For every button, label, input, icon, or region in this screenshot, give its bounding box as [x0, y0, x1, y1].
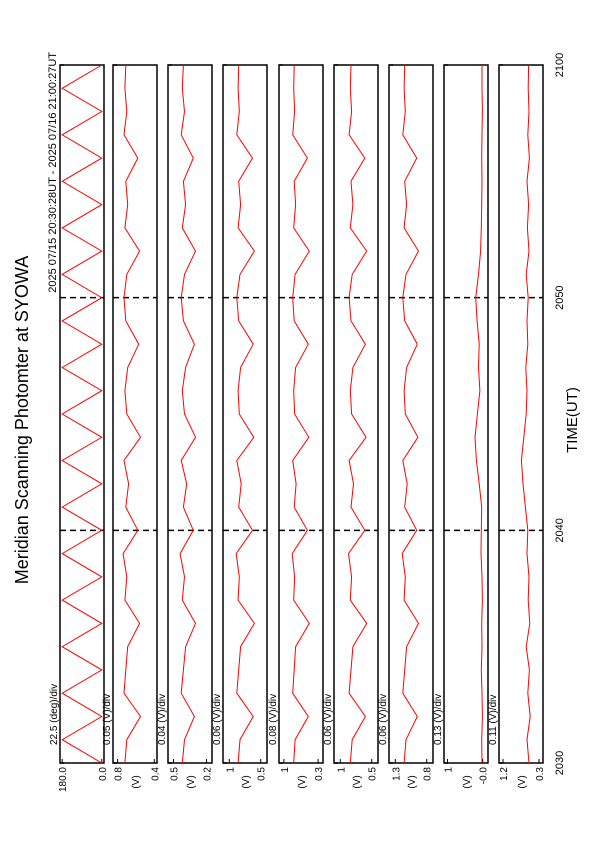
- panel-frame: [222, 64, 268, 764]
- y-tick-label: 1.3: [391, 767, 402, 781]
- scale-label: 0.13 (V)/div: [433, 694, 444, 745]
- panel-frame: [112, 64, 158, 764]
- chart-title: Meridian Scanning Photomter at SYOWA: [12, 256, 32, 584]
- y-axis-label: (V): [131, 775, 142, 788]
- scale-label: 0.08 (V)/div: [268, 694, 279, 745]
- y-tick-label: 0.5: [170, 767, 181, 781]
- data-line: [520, 64, 531, 764]
- y-axis-label: (V): [186, 775, 197, 788]
- data-line: [61, 64, 103, 764]
- y-axis-label: (V): [352, 775, 363, 788]
- y-tick-label: 1: [444, 767, 455, 773]
- x-tick-label: 2040: [554, 518, 566, 542]
- data-line: [179, 64, 197, 764]
- data-line: [474, 65, 483, 764]
- panel-frame: [498, 64, 544, 764]
- data-line: [291, 64, 310, 764]
- y-tick-label: 1.2: [499, 767, 510, 781]
- rotated-figure: Meridian Scanning Photomter at SYOWA 202…: [12, 52, 581, 792]
- data-line: [401, 64, 420, 764]
- panel-frame: [333, 64, 379, 764]
- chart-subtitle: 2025 07/15 20:30:28UT - 2025 07/16 21:00…: [47, 52, 59, 293]
- y-tick-label: 0.2: [203, 767, 214, 781]
- panel-frame: [443, 64, 489, 764]
- panel-frame: [278, 64, 324, 764]
- x-axis-label: TIME(UT): [564, 387, 581, 453]
- y-tick-label: 0.0: [98, 767, 109, 781]
- y-axis-label: (V): [517, 775, 528, 788]
- panel-frame: [167, 64, 213, 764]
- y-axis-label: (V): [241, 775, 252, 788]
- x-tick-label: 2050: [554, 285, 566, 309]
- y-tick-label: 0.5: [257, 767, 268, 781]
- y-tick-label: -0.0: [479, 767, 490, 785]
- data-line: [122, 64, 142, 764]
- x-tick-label: 2100: [554, 53, 566, 77]
- x-tick-label: 2030: [554, 751, 566, 775]
- panel-frame: [59, 64, 105, 764]
- data-line: [235, 64, 255, 764]
- scale-label: 0.11 (V)/div: [488, 695, 499, 745]
- scale-label: 0.05 (V)/div: [102, 694, 113, 745]
- y-tick-label: 0.4: [150, 767, 161, 781]
- scale-label: 0.04 (V)/div: [157, 694, 168, 745]
- y-tick-label: 0.3: [535, 767, 546, 781]
- y-axis-label: (V): [407, 775, 418, 788]
- y-tick-label: 0.8: [114, 767, 125, 781]
- y-tick-label: 0.5: [368, 767, 379, 781]
- y-tick-label: 180.0: [58, 767, 69, 792]
- panel-frame: [388, 64, 434, 764]
- y-tick-label: 1: [336, 767, 347, 773]
- y-axis-label: (V): [297, 775, 308, 788]
- scale-label: 0.06 (V)/div: [323, 694, 334, 745]
- data-line: [347, 64, 368, 764]
- scale-label: 0.06 (V)/div: [212, 694, 223, 745]
- scale-label: 0.06 (V)/div: [378, 694, 389, 745]
- y-tick-label: 0.3: [314, 767, 325, 781]
- scale-label: 22.5 (deg)/div: [49, 684, 60, 745]
- y-tick-label: 1: [280, 767, 291, 773]
- y-tick-label: 1: [225, 767, 236, 773]
- y-axis-label: (V): [462, 775, 473, 788]
- y-tick-label: 0.8: [423, 767, 434, 781]
